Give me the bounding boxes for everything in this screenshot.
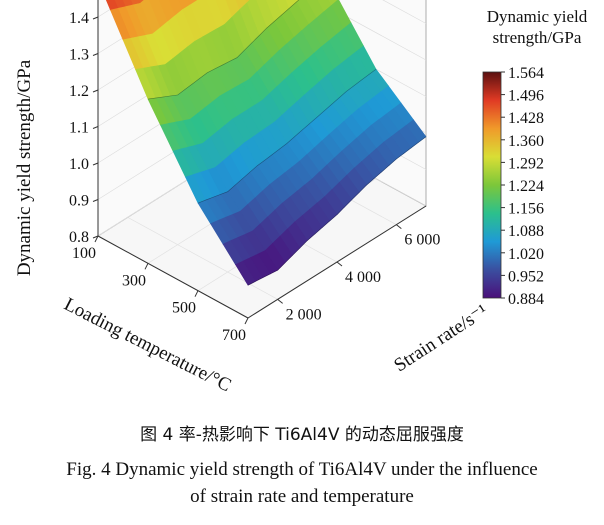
surface-mesh: [105, 0, 427, 286]
colorbar-tick-label: 1.088: [508, 223, 544, 240]
y-tick-label: 4 000: [345, 269, 381, 286]
surface-meshline: [247, 136, 427, 286]
colorbar-tick-label: 1.224: [508, 178, 544, 195]
z-tick-label: 0.9: [69, 193, 89, 210]
colorbar-tick-label: 1.428: [508, 110, 544, 127]
z-tick-label: 1.0: [69, 156, 89, 173]
x-axis-line: [97, 235, 249, 319]
z-axis-label: Dynamic yield strength/GPa: [14, 59, 35, 276]
x-tick: [194, 290, 199, 297]
z-tick: [92, 53, 99, 56]
z-tick: [92, 199, 99, 202]
colorbar-gradient: [482, 71, 502, 299]
colorbar-tick-label: 1.360: [508, 133, 544, 150]
y-tick: [277, 298, 283, 304]
z-tick-label: 1.1: [69, 120, 89, 137]
surface-meshline: [197, 68, 377, 204]
x-tick-label: 700: [222, 327, 246, 344]
x-tick-label: 500: [172, 300, 196, 317]
z-tick: [92, 162, 99, 166]
colorbar: Dynamic yield strength/GPa 1.564 1.496 1.428…: [482, 7, 588, 308]
x-tick: [144, 263, 149, 270]
figure-caption-chinese: 图 4 率-热影响下 Ti6Al4V 的动态屈服强度: [140, 425, 464, 445]
surface-meshline: [147, 0, 300, 100]
y-tick-label: 6 000: [404, 232, 440, 249]
surface-facet: [235, 260, 256, 286]
z-tick-label: 1.4: [69, 10, 89, 27]
z-tick: [92, 89, 99, 93]
x-axis-label: Loading temperature/°C: [61, 294, 235, 396]
y-tick: [396, 224, 402, 230]
floor-gridline: [127, 217, 278, 300]
colorbar-tick-label: 0.952: [508, 268, 544, 285]
z-tick-label: 1.2: [69, 83, 89, 100]
x-tick-label: 100: [72, 245, 96, 262]
axes: 0.80.91.01.11.21.31.41.51.61003005007002…: [69, 0, 440, 344]
z-tick: [92, 16, 99, 20]
colorbar-tick-label: 1.292: [508, 155, 544, 172]
y-tick: [336, 261, 343, 267]
surface-plot: 0.80.91.01.11.21.31.41.51.61003005007002…: [14, 0, 588, 396]
colorbar-tick-label: 0.884: [508, 291, 544, 308]
z-tick-label: 0.8: [69, 229, 89, 246]
colorbar-tick-label: 1.156: [508, 201, 544, 218]
figure-caption-english-line2: of strain rate and temperature: [190, 486, 414, 507]
x-tick-label: 300: [122, 272, 146, 289]
y-axis-label: Strain rate/s⁻¹: [390, 300, 491, 376]
figure-caption-english-line1: Fig. 4 Dynamic yield strength of Ti6Al4V…: [66, 459, 538, 480]
colorbar-tick-label: 1.020: [508, 246, 544, 263]
colorbar-tick-label: 1.564: [508, 65, 544, 82]
z-tick: [92, 126, 99, 129]
y-tick-label: 2 000: [286, 306, 322, 323]
x-tick: [244, 317, 249, 325]
colorbar-title: Dynamic yield strength/GPa: [487, 7, 588, 47]
z-tick-label: 1.3: [69, 47, 89, 64]
x-tick: [94, 235, 99, 243]
z-tick: [92, 235, 99, 239]
colorbar-tick-label: 1.496: [508, 88, 544, 105]
